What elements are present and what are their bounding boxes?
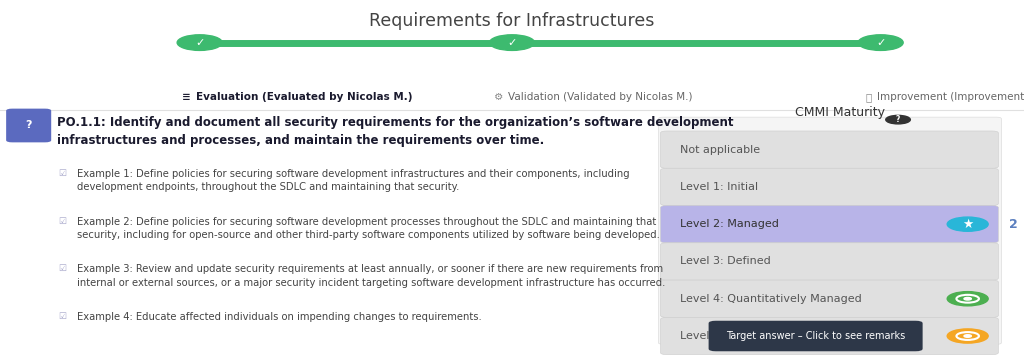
Text: Evaluation (Evaluated by Nicolas M.): Evaluation (Evaluated by Nicolas M.) (196, 92, 412, 102)
Text: Level 5:: Level 5: (680, 331, 724, 341)
Circle shape (947, 291, 988, 306)
FancyBboxPatch shape (660, 206, 998, 243)
Text: Example 1: Define policies for securing software development infrastructures and: Example 1: Define policies for securing … (77, 169, 630, 192)
Text: ☑: ☑ (58, 169, 67, 178)
Text: Example 3: Review and update security requirements at least annually, or sooner : Example 3: Review and update security re… (77, 264, 666, 288)
Circle shape (177, 35, 222, 50)
FancyBboxPatch shape (660, 131, 998, 168)
Text: ⚙: ⚙ (495, 92, 507, 102)
FancyBboxPatch shape (660, 243, 998, 280)
FancyBboxPatch shape (709, 321, 923, 351)
Text: Improvement (Improvement by Nicolas M.): Improvement (Improvement by Nicolas M.) (877, 92, 1024, 102)
FancyBboxPatch shape (660, 168, 998, 206)
Text: Level 3: Defined: Level 3: Defined (680, 256, 771, 267)
Circle shape (858, 35, 903, 50)
Text: ☑: ☑ (58, 312, 67, 321)
Text: PO.1.1: Identify and document all security requirements for the organization’s s: PO.1.1: Identify and document all securi… (57, 116, 734, 147)
Text: Not applicable: Not applicable (680, 144, 760, 155)
Text: ✓: ✓ (507, 38, 517, 48)
Text: ★: ★ (963, 218, 973, 231)
Circle shape (886, 115, 910, 124)
FancyBboxPatch shape (658, 117, 1001, 344)
Text: Requirements for Infrastructures: Requirements for Infrastructures (370, 12, 654, 31)
Text: CMMI Maturity: CMMI Maturity (795, 106, 885, 119)
Circle shape (964, 335, 972, 337)
Text: ≡: ≡ (182, 92, 195, 102)
FancyBboxPatch shape (6, 109, 51, 142)
Text: Level 4: Quantitatively Managed: Level 4: Quantitatively Managed (680, 294, 861, 304)
Text: ⓘ: ⓘ (866, 92, 876, 102)
Text: Validation (Validated by Nicolas M.): Validation (Validated by Nicolas M.) (508, 92, 692, 102)
Text: Target answer – Click to see remarks: Target answer – Click to see remarks (726, 331, 905, 341)
Text: 2: 2 (1009, 218, 1018, 231)
Circle shape (947, 217, 988, 231)
FancyBboxPatch shape (660, 280, 998, 317)
Circle shape (489, 35, 535, 50)
Text: Level 1: Initial: Level 1: Initial (680, 182, 758, 192)
Circle shape (947, 329, 988, 343)
Text: ✓: ✓ (876, 38, 886, 48)
Text: ☑: ☑ (58, 217, 67, 225)
Circle shape (964, 297, 972, 300)
Text: Level 2: Managed: Level 2: Managed (680, 219, 779, 229)
Text: ?: ? (896, 115, 900, 124)
Text: Example 4: Educate affected individuals on impending changes to requirements.: Example 4: Educate affected individuals … (77, 312, 481, 322)
Text: ?: ? (26, 120, 32, 131)
Text: ☑: ☑ (58, 264, 67, 273)
Text: ✓: ✓ (195, 38, 205, 48)
FancyBboxPatch shape (660, 317, 998, 355)
Text: Example 2: Define policies for securing software development processes throughou: Example 2: Define policies for securing … (77, 217, 659, 240)
